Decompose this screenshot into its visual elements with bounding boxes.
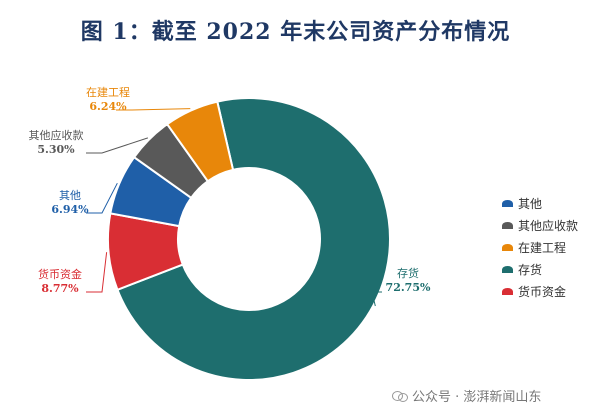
legend-item-2[interactable]: 在建工程: [498, 237, 578, 259]
leader-lines: [86, 108, 382, 307]
wechat-icon: [392, 390, 408, 402]
donut-slices: [107, 97, 391, 381]
leader-line-1: [86, 252, 108, 293]
legend-label-1: 其他应收款: [518, 219, 579, 233]
donut-slice-4: [165, 100, 235, 183]
legend-label-3: 存货: [518, 263, 543, 277]
legend-swatch-4: [502, 288, 513, 295]
watermark: 公众号 · 澎湃新闻山东: [392, 386, 541, 405]
slice-label-value-3: 5.30%: [37, 143, 75, 156]
legend-swatch-1: [502, 222, 513, 229]
leader-line-0: [371, 291, 382, 307]
legend-item-1[interactable]: 其他应收款: [498, 215, 578, 237]
chart-title: 图 1：截至 2022 年末公司资产分布情况: [80, 19, 511, 45]
legend-label-0: 其他: [518, 197, 543, 211]
slice-label-name-3: 其他应收款: [29, 128, 84, 142]
legend-label-2: 在建工程: [518, 241, 567, 255]
slice-label-value-1: 8.77%: [41, 282, 79, 295]
donut-slice-0: [116, 97, 391, 381]
legend-item-3[interactable]: 存货: [498, 259, 578, 281]
legend-label-4: 货币资金: [518, 285, 567, 299]
legend-swatch-3: [502, 266, 513, 273]
legend-swatch-2: [502, 244, 513, 251]
slice-label-name-4: 在建工程: [86, 85, 130, 99]
legend: 其他其他应收款在建工程存货货币资金: [498, 193, 578, 303]
leader-line-2: [86, 182, 118, 214]
slice-label-name-0: 存货: [397, 266, 419, 280]
legend-item-0[interactable]: 其他: [498, 193, 578, 215]
leader-line-4: [116, 108, 191, 111]
legend-swatch-0: [502, 200, 513, 207]
slice-label-value-4: 6.24%: [89, 100, 127, 113]
slice-label-value-2: 6.94%: [51, 203, 89, 216]
legend-item-4[interactable]: 货币资金: [498, 281, 578, 303]
slice-label-name-1: 货币资金: [38, 267, 82, 281]
leader-line-3: [86, 137, 149, 154]
slice-label-value-0: 72.75%: [386, 281, 431, 294]
slice-label-name-2: 其他: [59, 189, 81, 202]
watermark-text: 公众号 · 澎湃新闻山东: [412, 390, 542, 405]
